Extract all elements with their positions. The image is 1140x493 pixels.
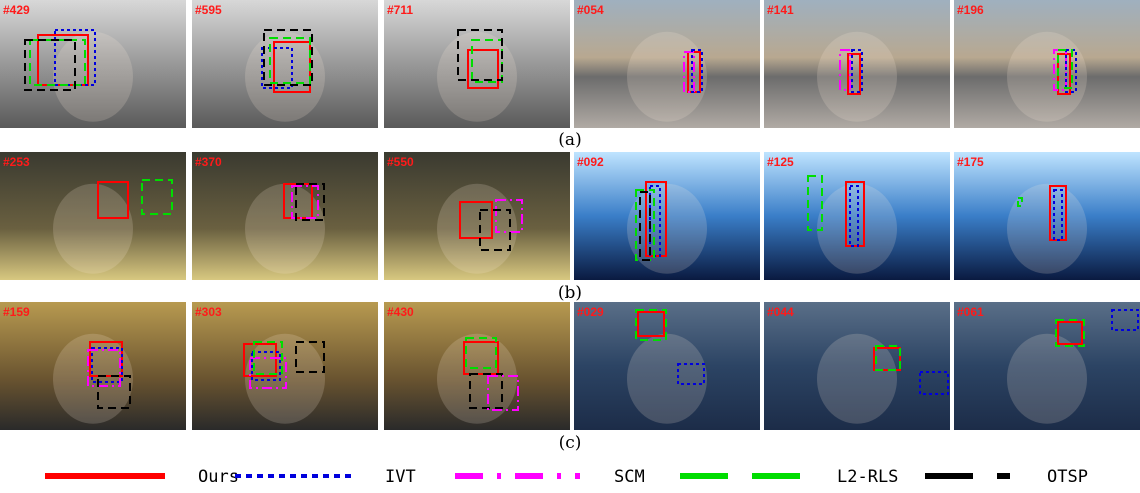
legend-label: OTSP <box>1047 467 1088 487</box>
row-label: (c) <box>559 433 582 453</box>
frame-number: #092 <box>577 155 604 169</box>
legend-label: SCM <box>614 467 645 487</box>
frame-panel: #159 <box>0 302 186 430</box>
frame-number: #044 <box>767 305 794 319</box>
frame-panel: #029 <box>574 302 760 430</box>
frame-number: #159 <box>3 305 30 319</box>
frame-panel: #429 <box>0 0 186 128</box>
legend-label: Ours <box>198 467 239 487</box>
frame-number: #550 <box>387 155 414 169</box>
frame-number: #370 <box>195 155 222 169</box>
target-object <box>53 184 133 274</box>
frame-panel: #430 <box>384 302 570 430</box>
target-object <box>245 334 325 424</box>
frame-panel: #175 <box>954 152 1140 280</box>
target-object <box>53 32 133 122</box>
target-object <box>627 334 707 424</box>
legend-label: IVT <box>385 467 416 487</box>
frame-panel: #595 <box>192 0 378 128</box>
frame-number: #196 <box>957 3 984 17</box>
frame-panel: #303 <box>192 302 378 430</box>
frame-panel: #141 <box>764 0 950 128</box>
row-label: (a) <box>558 130 581 150</box>
frame-number: #429 <box>3 3 30 17</box>
frame-panel: #370 <box>192 152 378 280</box>
frame-panel: #196 <box>954 0 1140 128</box>
frame-number: #303 <box>195 305 222 319</box>
frame-number: #029 <box>577 305 604 319</box>
target-object <box>817 32 897 122</box>
frame-number: #054 <box>577 3 604 17</box>
frame-number: #711 <box>387 3 413 17</box>
target-object <box>437 184 517 274</box>
frame-number: #595 <box>195 3 222 17</box>
target-object <box>437 32 517 122</box>
target-object <box>437 334 517 424</box>
frame-panel: #550 <box>384 152 570 280</box>
frame-panel: #054 <box>574 0 760 128</box>
frame-panel: #092 <box>574 152 760 280</box>
frame-panel: #061 <box>954 302 1140 430</box>
frame-number: #175 <box>957 155 984 169</box>
frame-panel: #044 <box>764 302 950 430</box>
figure: #429 #595 #711 #054 #141 #196 (a) #253 #370 #550 #… <box>0 0 1140 493</box>
legend-label: L2-RLS <box>837 467 898 487</box>
frame-number: #141 <box>767 3 794 17</box>
frame-number: #125 <box>767 155 794 169</box>
frame-panel: #253 <box>0 152 186 280</box>
frame-panel: #711 <box>384 0 570 128</box>
target-object <box>1007 334 1087 424</box>
frame-number: #061 <box>957 305 984 319</box>
frame-number: #430 <box>387 305 414 319</box>
frame-panel: #125 <box>764 152 950 280</box>
row-label: (b) <box>558 283 582 303</box>
frame-number: #253 <box>3 155 30 169</box>
